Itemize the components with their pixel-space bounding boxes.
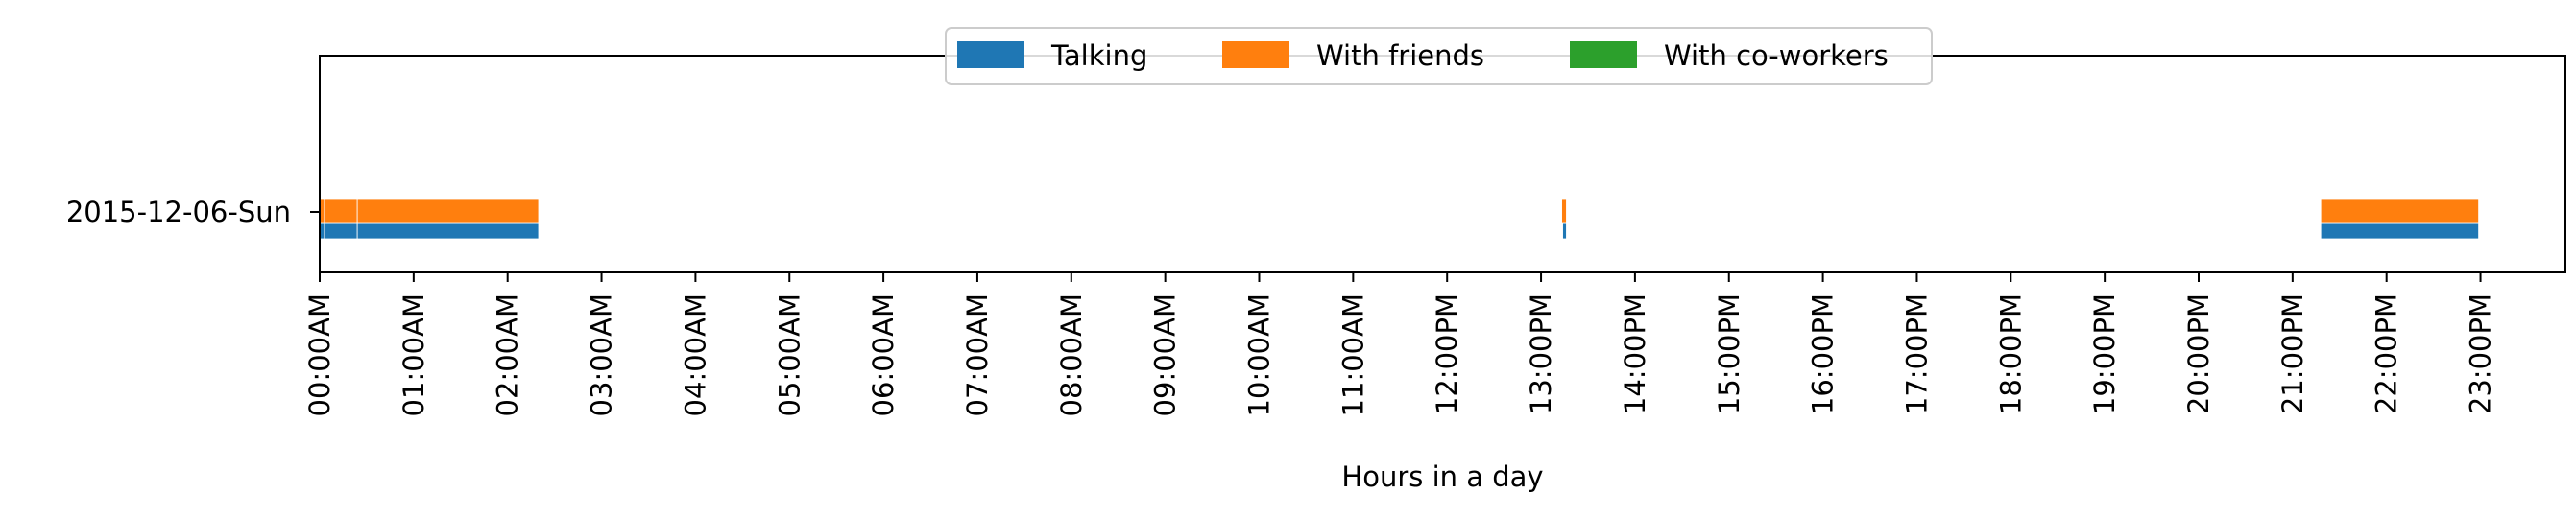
x-tick-label: 04:00AM <box>679 294 711 416</box>
bar-talking-4 <box>2320 222 2479 240</box>
y-tick-label: 2015-12-06-Sun <box>66 196 291 228</box>
x-tick-label: 12:00PM <box>1431 294 1463 414</box>
y-axis: 2015-12-06-Sun <box>66 196 320 228</box>
legend: Talking With friends With co-workers <box>945 27 1933 85</box>
bar-with-friends-1 <box>324 198 358 224</box>
legend-label-with-co-workers: With co-workers <box>1664 39 1889 72</box>
x-tick-label: 08:00AM <box>1055 294 1088 416</box>
x-tick-label: 07:00AM <box>961 294 994 416</box>
legend-label-talking: Talking <box>1050 39 1147 72</box>
x-axis-label: Hours in a day <box>1341 460 1543 493</box>
x-tick-label: 17:00PM <box>1900 294 1933 414</box>
x-axis: 00:00AM 01:00AM 02:00AM 03:00AM 04:00AM 05:00… <box>303 272 2497 416</box>
bar-with-friends-4 <box>2320 198 2479 224</box>
bar-talking-1 <box>324 222 358 240</box>
x-tick-label: 11:00AM <box>1336 294 1369 416</box>
plot-frame <box>319 55 2566 273</box>
bar-with-friends-3 <box>1561 198 1567 224</box>
bar-talking-2 <box>356 222 540 240</box>
x-tick-label: 00:00AM <box>303 294 336 416</box>
legend-box <box>945 27 1933 85</box>
legend-swatch-with-friends <box>1222 41 1289 68</box>
x-tick-label: 21:00PM <box>2276 294 2309 414</box>
legend-swatch-with-co-workers <box>1570 41 1637 68</box>
bars-layer <box>319 198 2479 240</box>
legend-label-with-friends: With friends <box>1316 39 1484 72</box>
legend-swatch-talking <box>957 41 1024 68</box>
x-tick-label: 19:00PM <box>2088 294 2121 414</box>
x-tick-label: 15:00PM <box>1713 294 1745 414</box>
x-tick-label: 06:00AM <box>867 294 900 416</box>
x-tick-label: 05:00AM <box>773 294 806 416</box>
x-tick-label: 18:00PM <box>1994 294 2027 414</box>
x-tick-label: 13:00PM <box>1525 294 1557 414</box>
x-tick-label: 14:00PM <box>1619 294 1651 414</box>
bar-with-friends-2 <box>356 198 540 224</box>
x-tick-label: 03:00AM <box>586 294 618 416</box>
x-tick-label: 10:00AM <box>1243 294 1276 416</box>
x-tick-label: 23:00PM <box>2465 294 2497 414</box>
x-tick-label: 16:00PM <box>1807 294 1840 414</box>
x-tick-label: 02:00AM <box>492 294 524 416</box>
x-tick-label: 01:00AM <box>397 294 430 416</box>
x-tick-label: 22:00PM <box>2371 294 2403 414</box>
x-tick-label: 09:00AM <box>1149 294 1182 416</box>
x-tick-label: 20:00PM <box>2182 294 2215 414</box>
bar-talking-3 <box>1562 222 1567 240</box>
